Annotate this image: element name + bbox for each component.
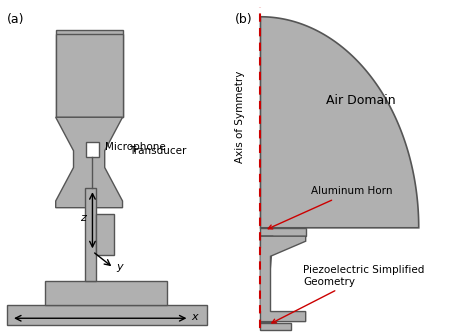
Bar — [261, 228, 306, 236]
Text: Piezoelectric Simplified
Geometry: Piezoelectric Simplified Geometry — [272, 265, 425, 323]
Text: (b): (b) — [235, 13, 253, 26]
Polygon shape — [56, 117, 122, 208]
Polygon shape — [261, 236, 273, 312]
Text: x: x — [191, 312, 198, 322]
Text: Axis of Symmetry: Axis of Symmetry — [236, 71, 246, 163]
Text: Transducer: Transducer — [129, 146, 187, 156]
Text: y: y — [116, 262, 122, 272]
Polygon shape — [261, 17, 419, 228]
FancyBboxPatch shape — [56, 30, 122, 117]
Bar — [45, 281, 167, 305]
Text: Air Domain: Air Domain — [326, 94, 396, 107]
Text: (a): (a) — [7, 13, 24, 26]
Text: Aluminum Horn: Aluminum Horn — [268, 186, 392, 229]
Bar — [56, 34, 122, 117]
Bar — [96, 214, 114, 255]
Bar — [86, 142, 99, 157]
PathPatch shape — [261, 236, 306, 322]
Bar — [7, 305, 207, 325]
Bar — [261, 322, 275, 328]
Bar — [85, 188, 96, 281]
Bar — [261, 323, 291, 330]
Text: z: z — [80, 213, 86, 223]
Polygon shape — [261, 236, 268, 312]
Text: Microphone: Microphone — [105, 142, 165, 152]
